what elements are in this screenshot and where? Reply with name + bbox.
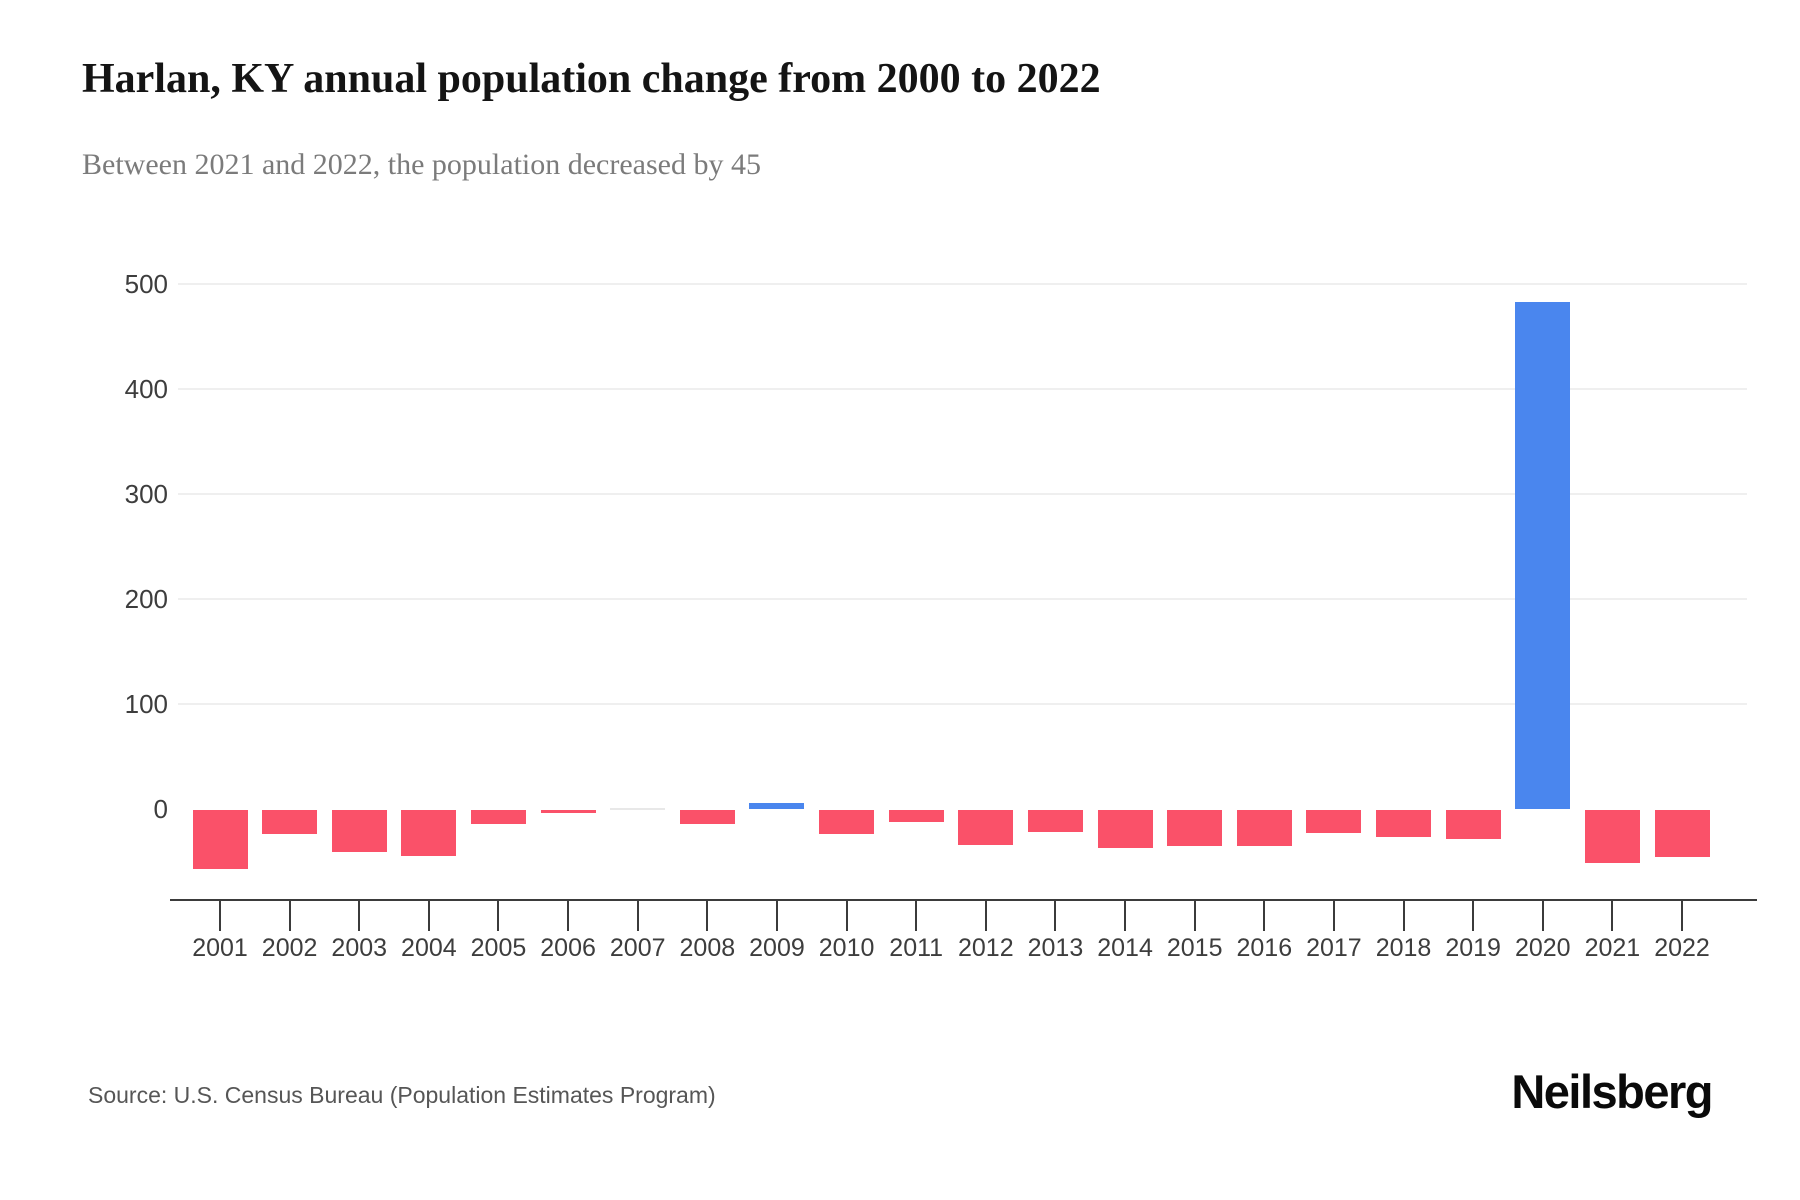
x-axis-label-2016: 2016: [1236, 934, 1293, 962]
gridline-100: [178, 703, 1747, 705]
x-axis-tick-2012: [984, 900, 987, 931]
x-axis-tick-2010: [845, 900, 848, 931]
x-axis-label-2003: 2003: [331, 934, 388, 962]
y-axis-label-300: 300: [124, 479, 168, 509]
x-axis-label-2005: 2005: [470, 934, 527, 962]
gridline-200: [178, 598, 1747, 600]
x-axis-tick-2004: [427, 900, 430, 931]
x-axis-tick-2019: [1472, 900, 1475, 931]
neilsberg-logo: Neilsberg: [1511, 1065, 1713, 1118]
bar-2016[interactable]: [1236, 810, 1292, 846]
y-axis-label-200: 200: [124, 584, 168, 614]
x-axis-line: [170, 899, 1757, 901]
x-axis-label-2022: 2022: [1654, 934, 1710, 962]
y-axis-label-400: 400: [124, 374, 168, 404]
bar-2001[interactable]: [192, 810, 248, 869]
x-axis-label-2001: 2001: [192, 934, 248, 962]
x-axis-label-2006: 2006: [540, 934, 596, 962]
x-axis-tick-2017: [1332, 900, 1335, 931]
x-axis-label-2008: 2008: [679, 934, 736, 962]
x-axis-label-2014: 2014: [1097, 934, 1153, 962]
y-axis-label-500: 500: [124, 269, 168, 299]
x-axis-label-2012: 2012: [958, 934, 1014, 962]
x-axis-label-2009: 2009: [749, 934, 805, 962]
x-axis-label-2019: 2019: [1445, 934, 1501, 962]
bar-2012[interactable]: [958, 810, 1014, 845]
x-axis-tick-2014: [1124, 900, 1127, 931]
x-axis-label-2010: 2010: [818, 934, 875, 962]
bar-2007[interactable]: [610, 808, 666, 810]
x-axis-label-2011: 2011: [889, 934, 944, 962]
bar-2015[interactable]: [1167, 810, 1223, 846]
x-axis-tick-2021: [1611, 900, 1614, 931]
x-axis-tick-2009: [775, 900, 778, 931]
bar-2018[interactable]: [1376, 810, 1432, 838]
y-axis-label-0: 0: [153, 794, 168, 824]
x-axis-tick-2008: [706, 900, 709, 931]
gridline-300: [178, 493, 1747, 495]
bar-2011[interactable]: [888, 810, 944, 822]
x-axis-tick-2005: [497, 900, 500, 931]
x-axis-tick-2013: [1054, 900, 1057, 931]
bar-2021[interactable]: [1584, 810, 1640, 863]
x-axis-tick-2007: [636, 900, 639, 931]
x-axis-tick-2022: [1681, 900, 1684, 931]
x-axis-label-2007: 2007: [609, 934, 666, 962]
x-axis-label-2013: 2013: [1027, 934, 1084, 962]
bar-2013[interactable]: [1027, 810, 1083, 833]
x-axis-label-2017: 2017: [1306, 934, 1362, 962]
x-axis-tick-2020: [1541, 900, 1544, 931]
bar-2014[interactable]: [1097, 810, 1153, 848]
y-axis-label-100: 100: [124, 689, 168, 719]
bar-2020[interactable]: [1515, 301, 1571, 809]
x-axis-tick-2011: [915, 900, 918, 931]
x-axis-tick-2001: [219, 900, 221, 931]
x-axis-tick-2016: [1263, 900, 1266, 931]
gridline-500: [178, 283, 1747, 285]
x-axis-label-2020: 2020: [1514, 934, 1571, 962]
x-axis-tick-2006: [567, 900, 570, 931]
x-axis-label-2018: 2018: [1375, 934, 1432, 962]
bar-2005[interactable]: [470, 810, 526, 824]
bar-2008[interactable]: [679, 810, 735, 824]
x-axis-tick-2015: [1193, 900, 1196, 931]
x-axis-label-2002: 2002: [261, 934, 318, 962]
x-axis-tick-2002: [288, 900, 291, 931]
bar-2006[interactable]: [540, 810, 596, 814]
bar-2019[interactable]: [1445, 810, 1501, 840]
bar-2017[interactable]: [1306, 810, 1362, 834]
x-axis-label-2015: 2015: [1166, 934, 1223, 962]
source-note: Source: U.S. Census Bureau (Population E…: [88, 1082, 716, 1108]
bar-2003[interactable]: [331, 810, 387, 852]
x-axis-label-2004: 2004: [401, 934, 457, 962]
x-axis-label-2021: 2021: [1584, 934, 1641, 962]
chart-subtitle: Between 2021 and 2022, the population de…: [82, 148, 761, 181]
x-axis-tick-2018: [1402, 900, 1405, 931]
bar-2002[interactable]: [262, 810, 318, 835]
x-axis-tick-2003: [358, 900, 361, 931]
bar-2009[interactable]: [749, 802, 805, 809]
chart-title: Harlan, KY annual population change from…: [82, 56, 1101, 102]
bar-2010[interactable]: [819, 810, 875, 835]
gridline-400: [178, 388, 1747, 390]
bar-2004[interactable]: [401, 810, 457, 857]
bar-2022[interactable]: [1654, 810, 1710, 858]
